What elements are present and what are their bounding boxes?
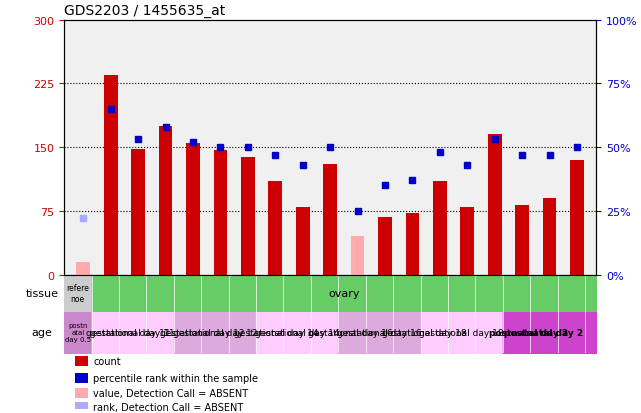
Bar [75, 402, 88, 412]
Bar [296, 207, 310, 275]
FancyBboxPatch shape [64, 275, 92, 312]
Text: gestational day 16: gestational day 16 [337, 328, 422, 337]
Bar [433, 182, 447, 275]
Text: postnatal day 2: postnatal day 2 [504, 328, 583, 337]
Bar [75, 356, 88, 366]
Text: count: count [94, 356, 121, 366]
Text: gestational day 12: gestational day 12 [160, 328, 245, 337]
Bar [269, 182, 282, 275]
Bar [515, 205, 529, 275]
Text: gestational day 11: gestational day 11 [90, 328, 175, 337]
Text: gestational day 12: gestational day 12 [172, 328, 257, 337]
Text: postn
atal
day 0.5: postn atal day 0.5 [65, 323, 91, 343]
Bar [241, 158, 254, 275]
Text: age: age [31, 328, 53, 337]
Bar [104, 76, 117, 275]
Text: GDS2203 / 1455635_at: GDS2203 / 1455635_at [64, 4, 226, 18]
Text: gestational day 16: gestational day 16 [308, 328, 393, 337]
Bar [488, 135, 501, 275]
Text: gestational day 14: gestational day 14 [255, 328, 340, 337]
Bar [406, 214, 419, 275]
Bar [351, 237, 364, 275]
Bar [323, 165, 337, 275]
Bar [213, 150, 228, 275]
Text: rank, Detection Call = ABSENT: rank, Detection Call = ABSENT [94, 402, 244, 412]
Text: gestational day 18: gestational day 18 [419, 328, 504, 337]
Text: tissue: tissue [26, 288, 59, 298]
Bar [76, 262, 90, 275]
Bar [131, 150, 145, 275]
Bar [460, 207, 474, 275]
Bar [378, 217, 392, 275]
Bar [543, 199, 556, 275]
Text: gestational day 11: gestational day 11 [87, 328, 171, 337]
Text: ovary: ovary [328, 288, 360, 298]
Text: postnatal day 2: postnatal day 2 [489, 328, 569, 337]
Text: percentile rank within the sample: percentile rank within the sample [94, 373, 258, 383]
Text: refere
noe: refere noe [67, 284, 89, 303]
Bar [159, 126, 172, 275]
Bar [186, 143, 200, 275]
Bar [570, 161, 584, 275]
Bar [75, 373, 88, 383]
Bar [75, 388, 88, 398]
Text: gestational day 18: gestational day 18 [383, 328, 467, 337]
Text: value, Detection Call = ABSENT: value, Detection Call = ABSENT [94, 388, 249, 398]
Text: gestational day 14: gestational day 14 [235, 328, 319, 337]
